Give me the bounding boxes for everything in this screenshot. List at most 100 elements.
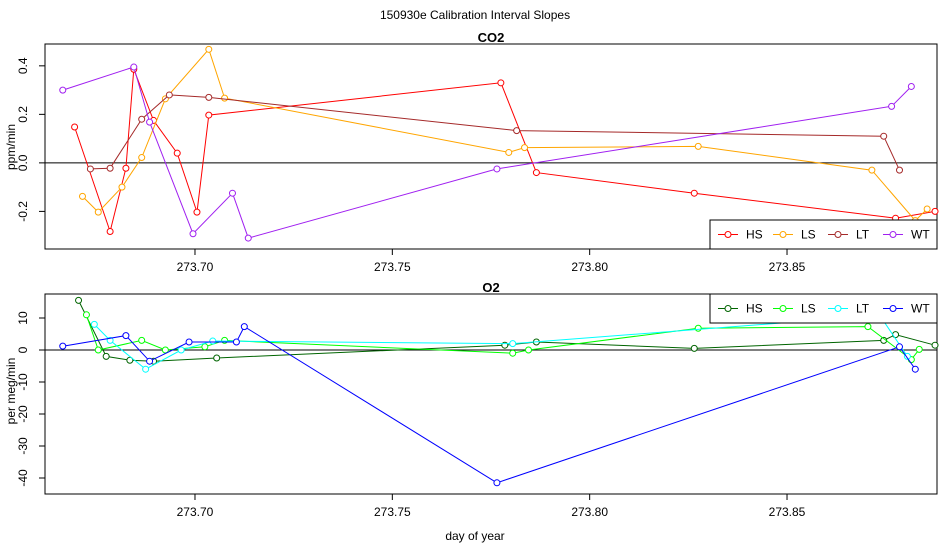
co2-legend-box: [709, 219, 938, 250]
o2-wt-data-point: [122, 332, 130, 340]
o2-hs-data-point: [213, 354, 221, 362]
co2-hs-data-point: [931, 207, 939, 215]
o2-hs-data-point: [102, 352, 110, 360]
o2-ls-data-point: [524, 346, 532, 354]
co2-y-tick-label: -0.2: [16, 201, 30, 222]
o2-wt-data-point: [185, 338, 193, 346]
co2-hs-series-line: [74, 69, 936, 234]
co2-legend: HS LS LT WT: [709, 219, 938, 250]
co2-x-tick-label: 273.70: [177, 260, 214, 274]
o2-legend-wt-marker: [889, 305, 897, 312]
co2-panel-title: CO2: [478, 30, 505, 45]
co2-lt-data-point: [896, 166, 904, 174]
o2-ls-data-point: [864, 323, 872, 331]
co2-hs-data-point: [173, 149, 181, 157]
co2-hs-data-point: [497, 79, 505, 87]
co2-ls-data-point: [118, 183, 126, 191]
co2-ls-data-point: [78, 192, 86, 200]
o2-ls-data-point: [138, 336, 146, 344]
co2-ls-data-point: [521, 144, 529, 152]
o2-lt-data-point: [90, 320, 98, 328]
o2-y-tick-label: -20: [16, 405, 30, 423]
co2-lt-series-line: [90, 94, 900, 171]
co2-hs-data-point: [193, 208, 201, 216]
o2-lt-data-point: [903, 352, 911, 360]
o2-legend-lt-marker: [834, 305, 842, 312]
co2-wt-data-point: [146, 118, 154, 126]
o2-y-axis-label: per meg/min: [4, 358, 18, 425]
co2-plot-frame: [44, 43, 938, 250]
co2-ls-data-point: [205, 45, 213, 53]
o2-wt-data-point: [493, 479, 501, 487]
o2-hs-data-point: [75, 296, 83, 304]
o2-panel: O2 per meg/min day of year 273.70 273.75 2…: [4, 280, 939, 543]
o2-wt-data-point: [59, 342, 67, 350]
o2-ls-data-point: [509, 349, 517, 357]
co2-lt-data-point: [880, 132, 888, 140]
co2-wt-data-point: [907, 82, 915, 90]
o2-lt-data-point: [509, 340, 517, 348]
co2-x-tick-label: 273.75: [374, 260, 411, 274]
co2-legend-ls-marker: [779, 231, 787, 238]
co2-wt-data-point: [493, 165, 501, 173]
co2-ls-data-point: [138, 154, 146, 162]
co2-legend-wt-marker: [889, 231, 897, 238]
co2-hs-data-point: [205, 111, 213, 119]
o2-legend-hs-marker: [724, 305, 732, 312]
o2-lt-data-point: [142, 365, 150, 373]
co2-wt-data-point: [130, 63, 138, 71]
o2-y-tick-label: -30: [16, 437, 30, 455]
co2-legend-ls-label: LS: [801, 228, 816, 242]
co2-legend-wt-label: WT: [911, 228, 930, 242]
co2-wt-data-point: [228, 189, 236, 197]
co2-ls-data-point: [694, 142, 702, 150]
co2-wt-series-line: [62, 66, 912, 239]
o2-x-tick-label: 273.70: [177, 505, 214, 519]
co2-x-tick-label: 273.80: [571, 260, 608, 274]
co2-ls-data-point: [221, 94, 229, 102]
co2-ls-data-point: [868, 166, 876, 174]
co2-ls-data-point: [505, 148, 513, 156]
co2-ls-data-point: [923, 205, 931, 213]
figure-title: 150930e Calibration Interval Slopes: [380, 8, 570, 22]
o2-lt-data-point: [209, 337, 217, 345]
o2-ls-data-point: [82, 311, 90, 319]
o2-y-tick-label: 10: [16, 311, 30, 325]
o2-y-tick-label: 0: [16, 346, 30, 353]
o2-wt-data-point: [896, 343, 904, 351]
co2-wt-data-point: [59, 86, 67, 94]
o2-legend-ls-label: LS: [801, 302, 816, 316]
co2-y-tick-label: 0.4: [16, 57, 30, 74]
o2-x-tick-label: 273.85: [769, 505, 806, 519]
o2-hs-data-point: [931, 341, 939, 349]
co2-hs-data-point: [106, 228, 114, 236]
o2-panel-title: O2: [482, 280, 499, 295]
o2-y-tick-label: -40: [16, 469, 30, 487]
co2-panel: CO2 ppm/min 273.70 273.75 273.80 273.85 -0.2…: [4, 30, 939, 274]
co2-wt-data-point: [189, 230, 197, 238]
o2-lt-data-point: [177, 346, 185, 354]
co2-wt-data-point: [244, 234, 252, 242]
o2-ls-data-point: [94, 346, 102, 354]
o2-legend-lt-label: LT: [856, 302, 870, 316]
o2-wt-data-point: [232, 338, 240, 346]
co2-hs-data-point: [71, 123, 79, 131]
co2-x-tick-label: 273.85: [769, 260, 806, 274]
co2-legend-lt-label: LT: [856, 228, 870, 242]
o2-y-tick-label: -10: [16, 373, 30, 391]
co2-lt-data-point: [513, 127, 521, 135]
co2-ls-data-point: [94, 208, 102, 216]
co2-hs-data-point: [690, 189, 698, 197]
o2-ls-data-point: [201, 343, 209, 351]
co2-lt-data-point: [165, 91, 173, 99]
o2-legend-hs-label: HS: [746, 302, 763, 316]
o2-ls-series-line: [85, 314, 920, 361]
co2-lt-data-point: [138, 115, 146, 123]
o2-x-tick-label: 273.80: [571, 505, 608, 519]
co2-hs-data-point: [122, 164, 130, 172]
co2-legend-hs-marker: [724, 231, 732, 238]
co2-legend-hs-label: HS: [746, 228, 763, 242]
co2-y-axis-label: ppm/min: [4, 124, 18, 170]
